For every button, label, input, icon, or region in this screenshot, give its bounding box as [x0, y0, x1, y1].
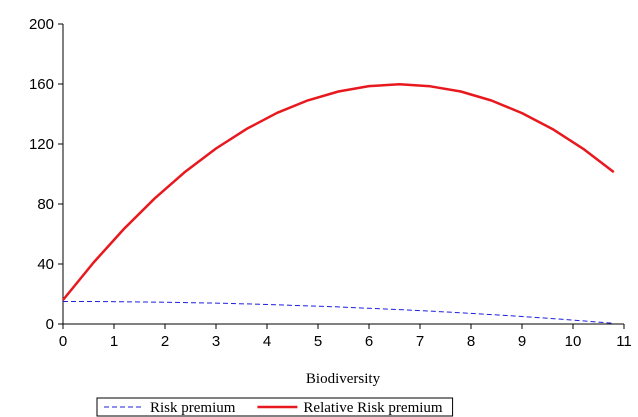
- x-tick-label: 8: [467, 333, 475, 350]
- x-tick-label: 7: [416, 333, 424, 350]
- x-tick-label: 11: [616, 333, 632, 350]
- x-tick-label: 2: [161, 333, 169, 350]
- data-line: [62, 83, 615, 301]
- x-tick-label: 4: [263, 333, 271, 350]
- x-tick-label: 10: [565, 333, 582, 350]
- legend-label: Relative Risk premium: [303, 400, 442, 416]
- x-tick-label: 1: [110, 333, 118, 350]
- x-tick-label: 3: [212, 333, 220, 350]
- legend-label: Risk premium: [150, 400, 236, 416]
- x-axis-label: Biodiversity: [306, 371, 381, 387]
- y-tick-label: 0: [46, 316, 54, 333]
- x-tick-label: 5: [314, 333, 322, 350]
- x-tick-label: 6: [365, 333, 373, 350]
- x-tick-label: 0: [59, 333, 67, 350]
- y-tick-label: 80: [37, 196, 54, 213]
- legend: Risk premium Relative Risk premium: [96, 397, 454, 417]
- y-tick-label: 160: [29, 76, 54, 93]
- y-tick-label: 120: [29, 136, 54, 153]
- y-tick-label: 200: [29, 16, 54, 33]
- data-line: [63, 301, 614, 324]
- x-tick-label: 9: [518, 333, 526, 350]
- y-tick-label: 40: [37, 256, 54, 273]
